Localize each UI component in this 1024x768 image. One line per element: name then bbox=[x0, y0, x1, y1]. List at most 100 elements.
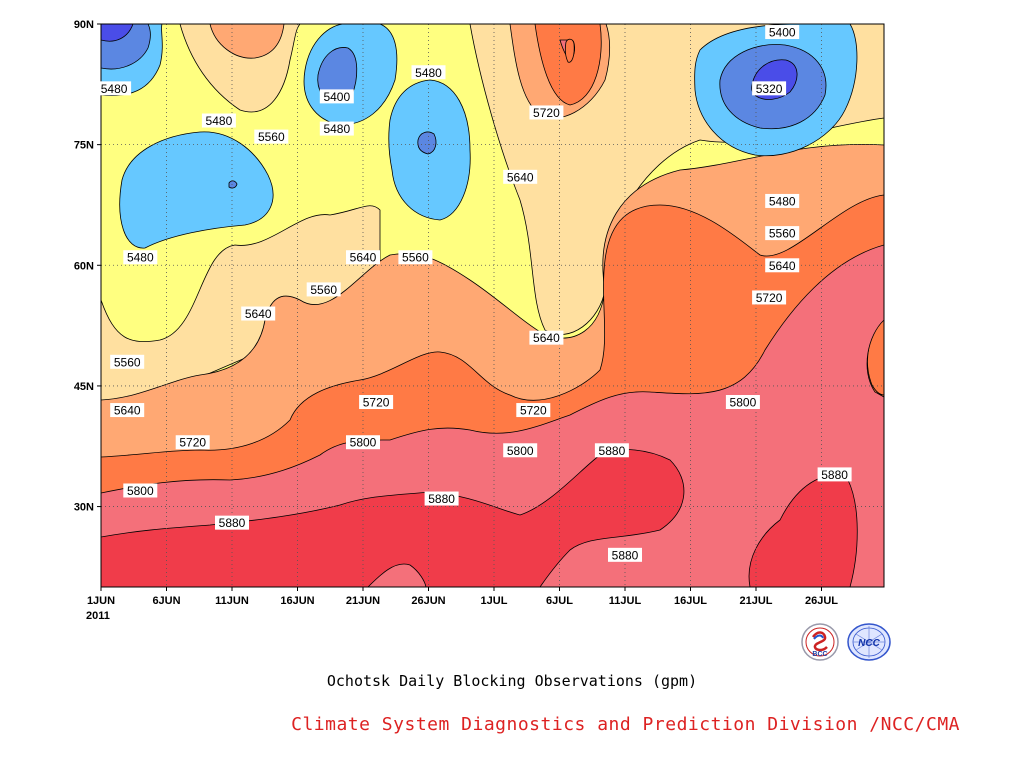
contour-label-text: 5880 bbox=[428, 492, 455, 506]
contour-label-bg bbox=[346, 435, 380, 450]
contour-label-text: 5880 bbox=[219, 516, 246, 530]
contour-label-bg bbox=[752, 290, 787, 305]
contour-label: 5880 bbox=[817, 467, 852, 482]
x-tick-label: 26JUN bbox=[411, 595, 445, 607]
contour-label-text: 5720 bbox=[533, 106, 560, 120]
contour-label: 5640 bbox=[346, 250, 380, 265]
contour-label-text: 5880 bbox=[821, 468, 848, 482]
contour-label-text: 5640 bbox=[114, 404, 141, 418]
contour-label-text: 5800 bbox=[350, 436, 377, 450]
band-5720-5800-island-jul bbox=[534, 24, 602, 106]
contour-label-bg bbox=[215, 515, 249, 530]
contour-label-text: 5720 bbox=[756, 291, 783, 305]
contour-label: 5400 bbox=[319, 89, 354, 104]
contour-label: 5480 bbox=[123, 250, 158, 265]
contour-label: 5560 bbox=[254, 129, 289, 144]
band-5640-5720-island-top bbox=[209, 24, 285, 59]
contour-label-text: 5640 bbox=[769, 259, 796, 273]
contour-label-text: 5480 bbox=[127, 251, 154, 265]
contour-label: 5800 bbox=[503, 443, 538, 458]
contour-label-bg bbox=[503, 169, 538, 184]
contour-label: 5720 bbox=[529, 105, 564, 120]
contour-label-text: 5400 bbox=[323, 90, 350, 104]
x-tick-label: 1JUN bbox=[87, 595, 115, 607]
contour-label: 5800 bbox=[123, 483, 158, 498]
contour-label-text: 5800 bbox=[127, 484, 154, 498]
contour-label-text: 5720 bbox=[520, 404, 547, 418]
x-tick-label: 26JUL bbox=[805, 595, 838, 607]
contour-label-text: 5880 bbox=[612, 548, 639, 562]
contour-label-bg bbox=[175, 435, 210, 450]
contour-label: 5480 bbox=[765, 193, 800, 208]
x-tick-label: 1JUL bbox=[481, 595, 508, 607]
contour-label: 5320 bbox=[752, 81, 787, 96]
band-5560-5640-left bbox=[101, 205, 381, 421]
contour-label-bg bbox=[608, 547, 642, 562]
contour-label-text: 5400 bbox=[769, 26, 796, 40]
contour-label: 5720 bbox=[516, 403, 551, 418]
contour-label-bg bbox=[319, 121, 354, 136]
contour-label-bg bbox=[765, 193, 800, 208]
contour-label-text: 5560 bbox=[310, 283, 337, 297]
contour-label: 5800 bbox=[725, 395, 760, 410]
contour-label: 5640 bbox=[765, 258, 800, 273]
contour-label-text: 5480 bbox=[323, 122, 350, 136]
x-tick-label: 16JUN bbox=[280, 595, 314, 607]
contour-label-text: 5640 bbox=[533, 331, 560, 345]
contour-label-bg bbox=[817, 467, 852, 482]
contour-label-text: 5560 bbox=[258, 130, 285, 144]
contour-label: 5560 bbox=[398, 250, 433, 265]
year-label: 2011 bbox=[86, 610, 110, 622]
contour-label: 5720 bbox=[359, 395, 394, 410]
band-above-5880 bbox=[101, 449, 685, 587]
contour-label: 5640 bbox=[529, 330, 564, 345]
contour-label-text: 5720 bbox=[179, 436, 206, 450]
grid bbox=[101, 24, 884, 587]
contour-label: 5400 bbox=[765, 25, 800, 40]
contour-label: 5560 bbox=[765, 226, 800, 241]
band-5320-5400-e bbox=[228, 180, 238, 189]
contour-label: 5480 bbox=[201, 113, 236, 128]
contour-label-text: 5480 bbox=[206, 114, 233, 128]
contour-label-text: 5640 bbox=[350, 251, 377, 265]
contour-label: 5800 bbox=[346, 435, 380, 450]
credit-text: Climate System Diagnostics and Predictio… bbox=[291, 714, 960, 735]
contour-label: 5560 bbox=[110, 354, 145, 369]
contour-label-text: 5800 bbox=[730, 396, 757, 410]
plot-area bbox=[101, 24, 884, 587]
contour-label-text: 5720 bbox=[363, 396, 390, 410]
x-tick-label: 21JUL bbox=[739, 595, 772, 607]
contour-label-bg bbox=[359, 395, 394, 410]
contour-label-text: 5480 bbox=[101, 82, 128, 96]
contour-label-text: 5480 bbox=[415, 66, 442, 80]
contour-label-text: 5880 bbox=[599, 444, 626, 458]
x-tick-label: 11JUN bbox=[215, 595, 249, 607]
y-tick-label: 90N bbox=[74, 19, 94, 31]
contour-label-bg bbox=[752, 81, 787, 96]
band-below-5320-c bbox=[565, 38, 575, 63]
contour-label: 5880 bbox=[594, 443, 629, 458]
band-5400-5480-b bbox=[119, 131, 274, 249]
contour-label: 5640 bbox=[110, 403, 145, 418]
contour-label: 5560 bbox=[306, 282, 341, 297]
contour-label-bg bbox=[424, 491, 459, 506]
contour-labels: 5480 5480 5560 5400 5480 5480 5720 5640 5400 5320… bbox=[97, 25, 852, 562]
contour-label-bg bbox=[123, 250, 158, 265]
contour-label-bg bbox=[765, 25, 800, 40]
contour-label: 5880 bbox=[608, 547, 642, 562]
contour-label-bg bbox=[306, 282, 341, 297]
x-tick-label: 16JUL bbox=[674, 595, 707, 607]
band-above-5880-bump bbox=[367, 563, 427, 587]
bcc-logo-icon: BCC bbox=[801, 623, 839, 661]
contour-label-text: 5560 bbox=[114, 355, 141, 369]
x-tick-label: 6JUL bbox=[546, 595, 573, 607]
contour-label-text: 5800 bbox=[507, 444, 534, 458]
contour-label: 5720 bbox=[175, 435, 210, 450]
contour-label-bg bbox=[319, 89, 354, 104]
contour-label-bg bbox=[516, 403, 551, 418]
contour-label-bg bbox=[725, 395, 760, 410]
contour-label-text: 5480 bbox=[769, 194, 796, 208]
contour-label-bg bbox=[110, 403, 145, 418]
x-axis: 1JUN 6JUN 11JUN 16JUN 21JUN 26JUN 1JUL 6JUL 11JU… bbox=[87, 587, 838, 607]
